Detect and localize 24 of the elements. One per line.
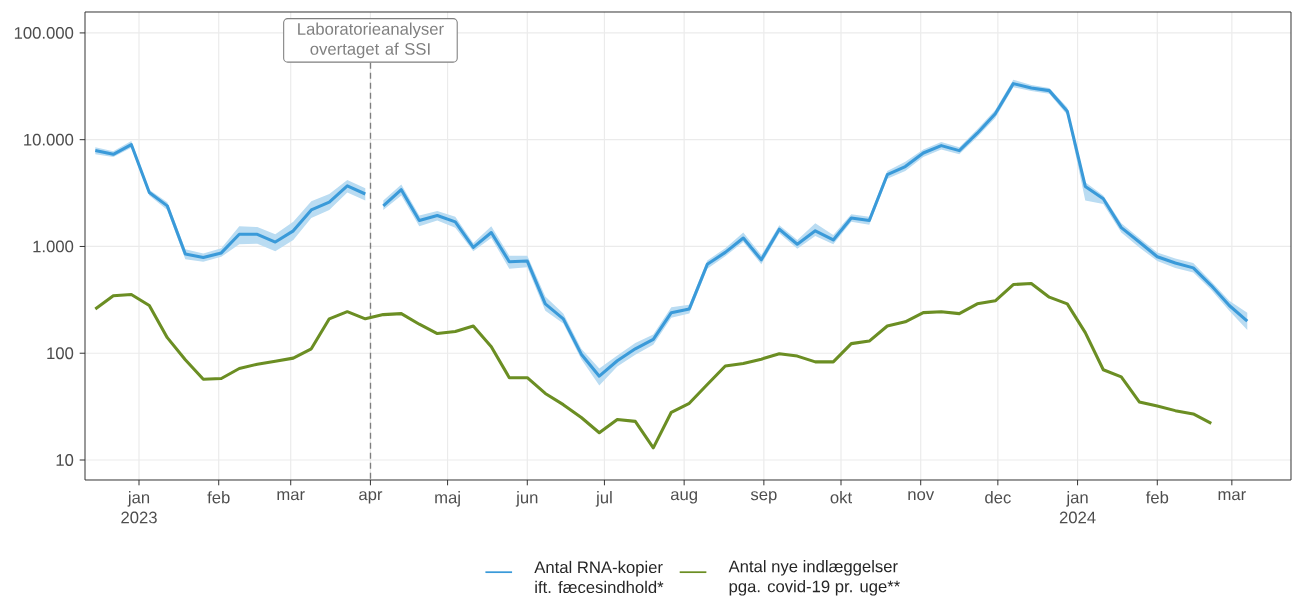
x-tick-label: apr: [359, 491, 383, 504]
x-tick-label: maj: [435, 491, 460, 507]
line-series: [93, 281, 1213, 450]
ref-line-label: Laboratorieanalyser overtaget af SSI: [298, 22, 444, 59]
x-tick-label: dec: [985, 491, 1011, 504]
x-tick-label: jun: [515, 491, 538, 507]
y-tick-label: 10: [56, 454, 74, 466]
x-tick-label: sep: [750, 491, 777, 504]
x-tick-label: feb: [1145, 491, 1169, 504]
legend-label: Antal nye indlæggelser pga. covid-19 pr. uge**: [728, 560, 900, 596]
y-tick-label: 100.000: [14, 27, 74, 39]
x-tick-label: nov: [908, 491, 935, 501]
x-tick-label: jul: [595, 491, 612, 507]
x-tick-label: jan 2024: [1059, 491, 1096, 524]
y-tick-label: 100: [47, 347, 74, 360]
x-tick-label: aug: [670, 491, 697, 504]
x-tick-label: jan 2023: [121, 491, 157, 524]
x-tick-label: okt: [830, 491, 852, 504]
y-tick-label: 10.000: [24, 133, 74, 146]
x-tick-label: mar: [277, 491, 305, 501]
y-tick-label: 1.000: [33, 240, 74, 253]
legend-label: Antal RNA-kopier ift. fæcesindhold*: [534, 560, 664, 594]
x-tick-label: mar: [1218, 491, 1246, 501]
x-tick-label: feb: [207, 491, 230, 504]
